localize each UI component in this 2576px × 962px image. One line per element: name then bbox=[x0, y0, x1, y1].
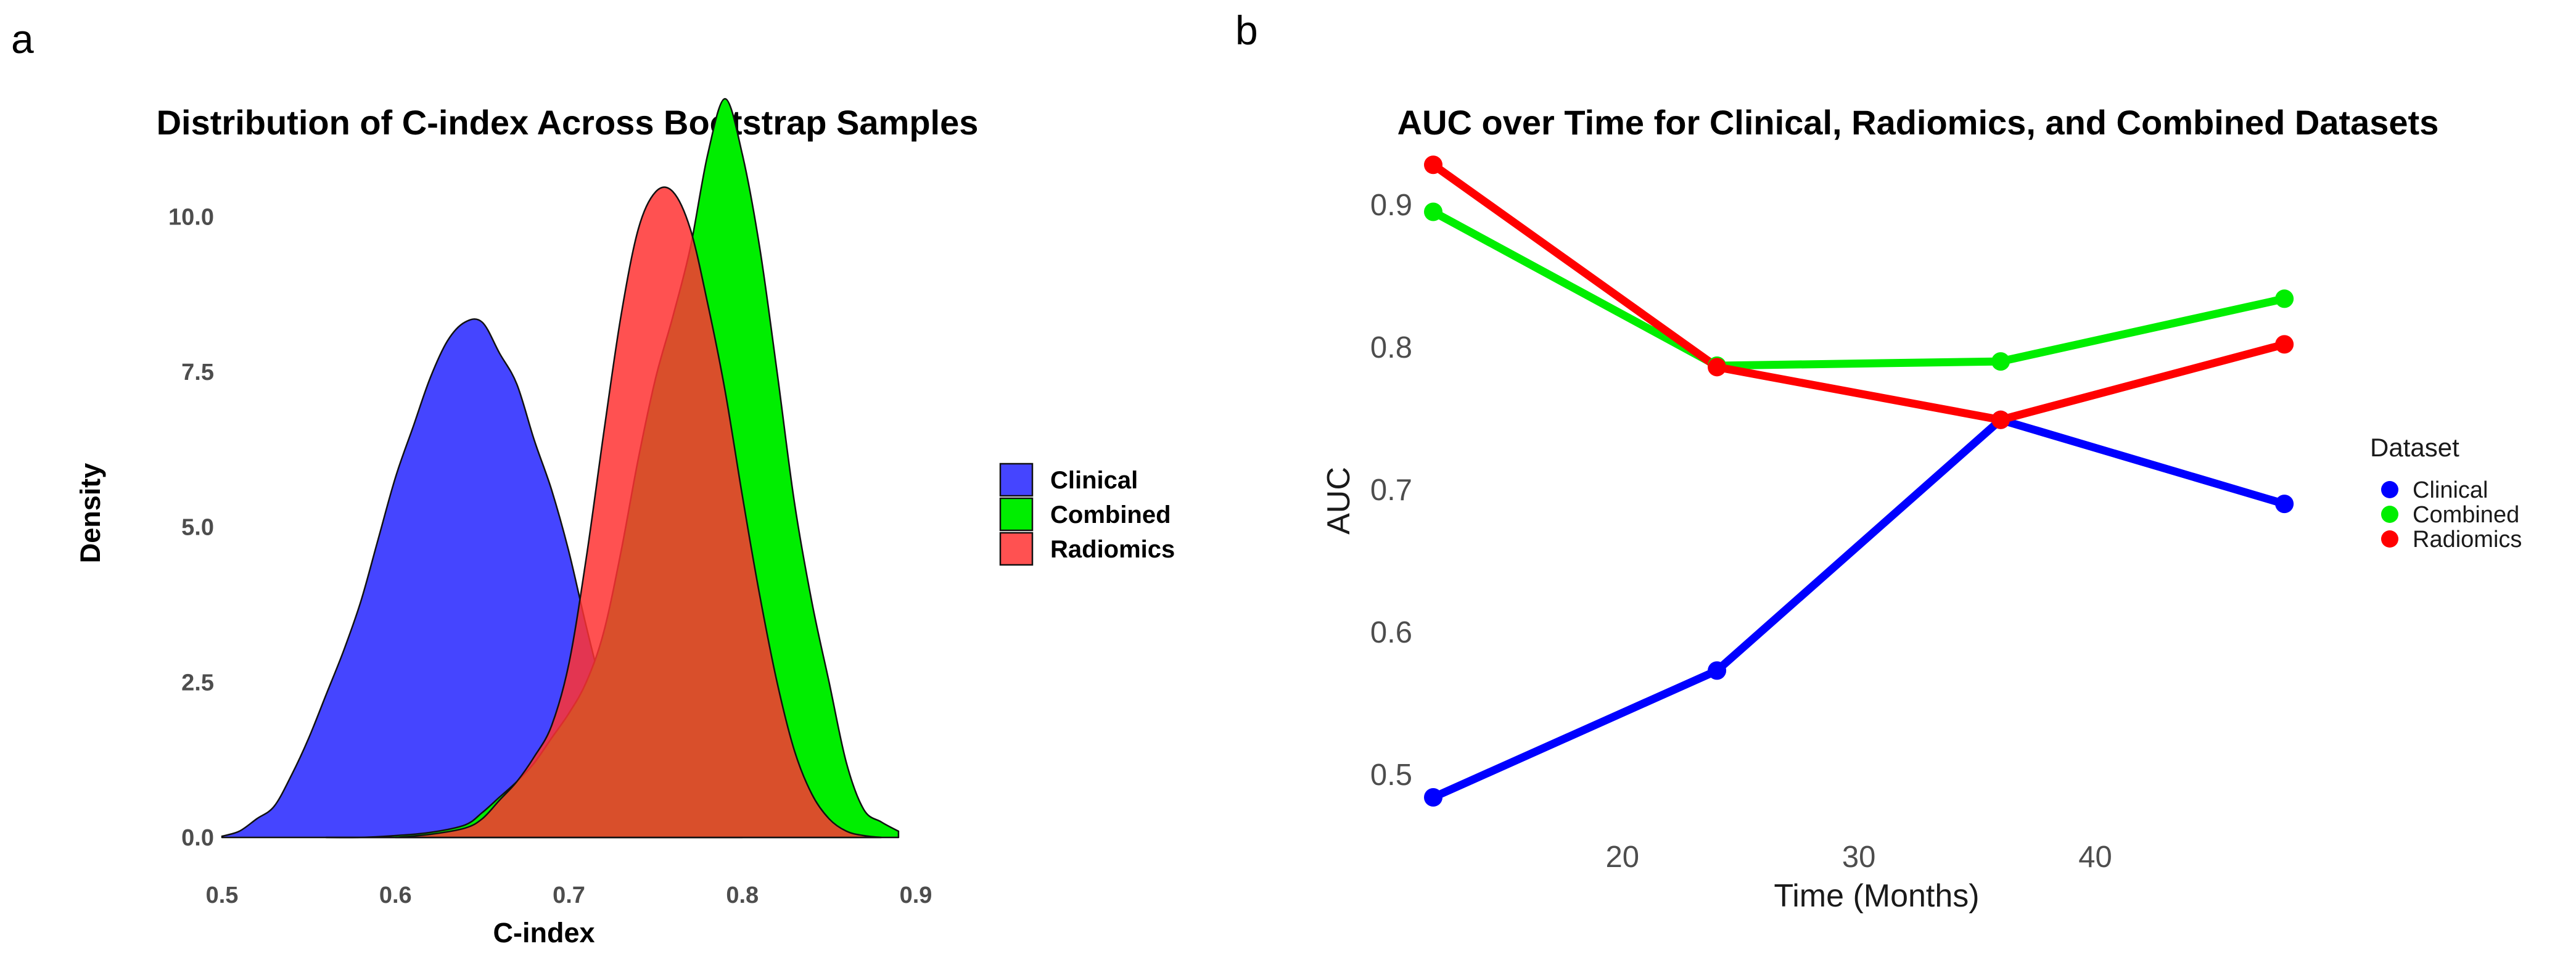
chart-a-title: Distribution of C-index Across Bootstrap… bbox=[157, 103, 979, 142]
x-axis-title: Time (Months) bbox=[1774, 878, 1979, 914]
y-tick-label: 0.5 bbox=[1370, 758, 1412, 792]
legend-item-combined: Combined bbox=[2381, 502, 2519, 528]
series-points bbox=[1424, 155, 2294, 807]
legend-item-radiomics: Radiomics bbox=[2381, 527, 2522, 553]
data-point-clinical bbox=[1708, 661, 1727, 680]
series-line-radiomics bbox=[1429, 160, 2289, 424]
panel-a-label: a bbox=[11, 16, 34, 62]
y-tick-label: 10.0 bbox=[168, 204, 214, 230]
series-lines bbox=[1429, 160, 2289, 802]
legend-title: Dataset bbox=[2370, 433, 2459, 462]
data-point-clinical bbox=[1424, 788, 1443, 807]
x-tick-label: 40 bbox=[2078, 841, 2112, 874]
y-tick-label: 7.5 bbox=[181, 360, 214, 385]
legend-swatch bbox=[999, 497, 1034, 532]
y-tick-label: 5.0 bbox=[181, 515, 214, 541]
series-line-clinical bbox=[1429, 416, 2289, 802]
y-tick-label: 0.0 bbox=[181, 825, 214, 851]
panel-b-label: b bbox=[1235, 7, 1258, 53]
panel-b: b AUC over Time for Clinical, Radiomics,… bbox=[1235, 7, 2522, 914]
legend-swatch bbox=[2381, 481, 2398, 498]
legend-label: Clinical bbox=[1050, 467, 1138, 494]
panel-a: a Distribution of C-index Across Bootstr… bbox=[11, 16, 1175, 948]
density-areas bbox=[221, 97, 900, 839]
y-axis-ticks: 0.0 2.5 5.0 7.5 10.0 bbox=[168, 204, 214, 851]
y-axis-title: Density bbox=[75, 463, 106, 564]
y-axis-ticks: 0.5 0.6 0.7 0.8 0.9 bbox=[1370, 189, 1412, 792]
legend-item-radiomics: Radiomics bbox=[999, 532, 1175, 566]
legend-label: Radiomics bbox=[2413, 527, 2522, 553]
y-tick-label: 0.7 bbox=[1370, 474, 1412, 507]
legend-swatch bbox=[2381, 506, 2398, 523]
x-tick-label: 0.5 bbox=[206, 882, 239, 908]
x-tick-label: 0.6 bbox=[379, 882, 412, 908]
chart-b-title: AUC over Time for Clinical, Radiomics, a… bbox=[1397, 103, 2439, 142]
legend-label: Radiomics bbox=[1050, 536, 1175, 563]
legend-label: Combined bbox=[2413, 502, 2519, 528]
data-point-combined bbox=[1424, 202, 1443, 221]
legend-swatch bbox=[999, 532, 1034, 566]
legend-item-clinical: Clinical bbox=[2381, 477, 2488, 503]
x-axis-ticks: 20 30 40 bbox=[1605, 841, 2112, 874]
series-line-combined bbox=[1429, 208, 2289, 370]
legend-item-combined: Combined bbox=[999, 497, 1171, 532]
legend-swatch bbox=[999, 462, 1034, 497]
data-point-clinical bbox=[2275, 495, 2294, 514]
y-tick-label: 0.9 bbox=[1370, 189, 1412, 222]
data-point-radiomics bbox=[2275, 335, 2294, 354]
legend-label: Clinical bbox=[2413, 477, 2488, 503]
x-tick-label: 20 bbox=[1605, 841, 1639, 874]
x-axis-title: C-index bbox=[493, 917, 595, 948]
legend-item-clinical: Clinical bbox=[999, 462, 1138, 497]
x-tick-label: 0.8 bbox=[726, 882, 759, 908]
data-point-radiomics bbox=[1424, 155, 1443, 175]
data-point-combined bbox=[2275, 289, 2294, 308]
data-point-radiomics bbox=[1708, 358, 1727, 377]
y-axis-title: AUC bbox=[1321, 467, 1357, 535]
y-tick-label: 2.5 bbox=[181, 670, 214, 696]
data-point-combined bbox=[1991, 352, 2010, 371]
y-tick-label: 0.8 bbox=[1370, 331, 1412, 364]
density-area-radiomics bbox=[395, 186, 883, 839]
x-axis-ticks: 0.5 0.6 0.7 0.8 0.9 bbox=[206, 882, 932, 908]
legend: Clinical Combined Radiomics bbox=[999, 462, 1175, 566]
x-tick-label: 0.7 bbox=[553, 882, 585, 908]
x-tick-label: 30 bbox=[1842, 841, 1876, 874]
legend-swatch bbox=[2381, 530, 2398, 548]
data-point-radiomics bbox=[1991, 410, 2010, 429]
x-tick-label: 0.9 bbox=[900, 882, 932, 908]
y-tick-label: 0.6 bbox=[1370, 616, 1412, 649]
legend-label: Combined bbox=[1050, 501, 1171, 528]
